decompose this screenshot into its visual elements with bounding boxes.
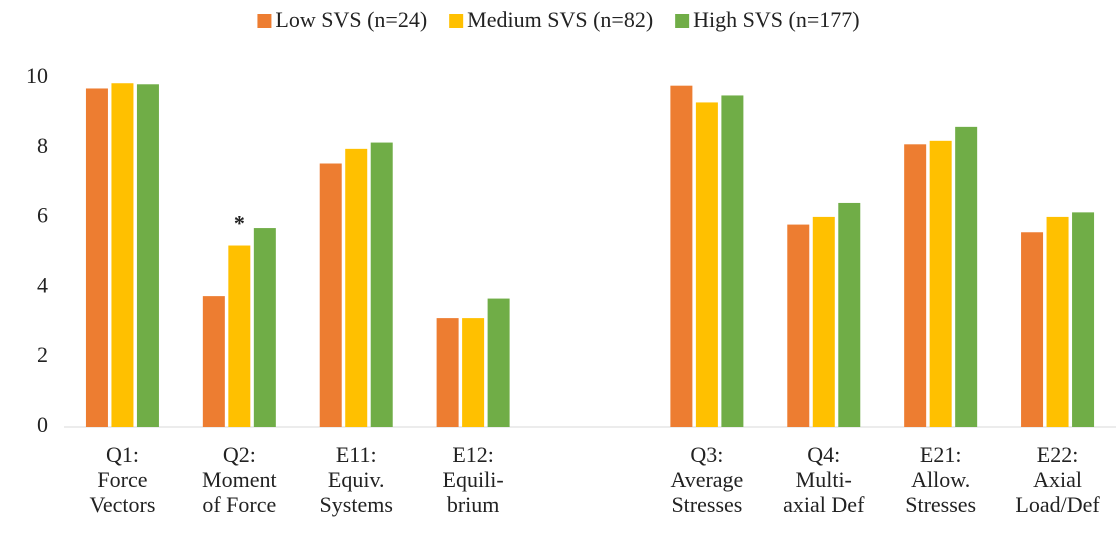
- y-tick-label: 0: [37, 412, 48, 437]
- bar: [228, 245, 251, 427]
- bar: [695, 102, 718, 428]
- x-tick-label: Q2: Moment of Force: [202, 442, 277, 517]
- bar: [370, 142, 393, 427]
- bar: [487, 298, 510, 427]
- bar: [904, 144, 927, 427]
- bar: [955, 126, 978, 428]
- y-tick-label: 2: [37, 342, 48, 367]
- x-tick-label: Q4: Multi-axial Def: [783, 442, 865, 517]
- bar: [787, 224, 810, 427]
- bar: [670, 85, 693, 427]
- bar: [85, 88, 108, 427]
- bar: [838, 202, 861, 427]
- legend-swatch: [257, 14, 272, 28]
- bar: [111, 83, 134, 428]
- y-tick-label: 6: [37, 203, 48, 228]
- legend-label: High SVS (n=177): [693, 7, 859, 32]
- x-tick-label: Q3: Average Stresses: [670, 442, 743, 517]
- bar: [462, 318, 485, 427]
- legend-swatch: [675, 14, 690, 28]
- bar: [1021, 232, 1044, 427]
- legend-label: Low SVS (n=24): [275, 7, 427, 32]
- bar: [136, 84, 159, 428]
- bar: [253, 228, 276, 427]
- bar: [721, 95, 744, 427]
- bar: [1046, 216, 1069, 427]
- bar: [812, 216, 835, 427]
- y-tick-label: 4: [37, 272, 48, 297]
- bar: [202, 296, 225, 427]
- annotation: *: [234, 211, 245, 236]
- x-tick-label: E22: Axial Load/Def: [1015, 442, 1100, 517]
- bar: [1072, 212, 1095, 427]
- x-tick-label: E21: Allow. Stresses: [905, 442, 976, 517]
- x-tick-label: E12: Equili-brium: [443, 442, 504, 517]
- x-tick-label: E11: Equiv. Systems: [320, 442, 393, 517]
- y-tick-label: 10: [26, 63, 48, 88]
- bar: [436, 318, 459, 427]
- bar: [319, 163, 342, 427]
- legend-swatch: [449, 14, 464, 28]
- legend-label: Medium SVS (n=82): [467, 7, 653, 32]
- y-tick-label: 8: [37, 133, 48, 158]
- bar: [929, 140, 952, 427]
- bar: [345, 148, 368, 428]
- x-tick-label: Q1: Force Vectors: [89, 442, 155, 517]
